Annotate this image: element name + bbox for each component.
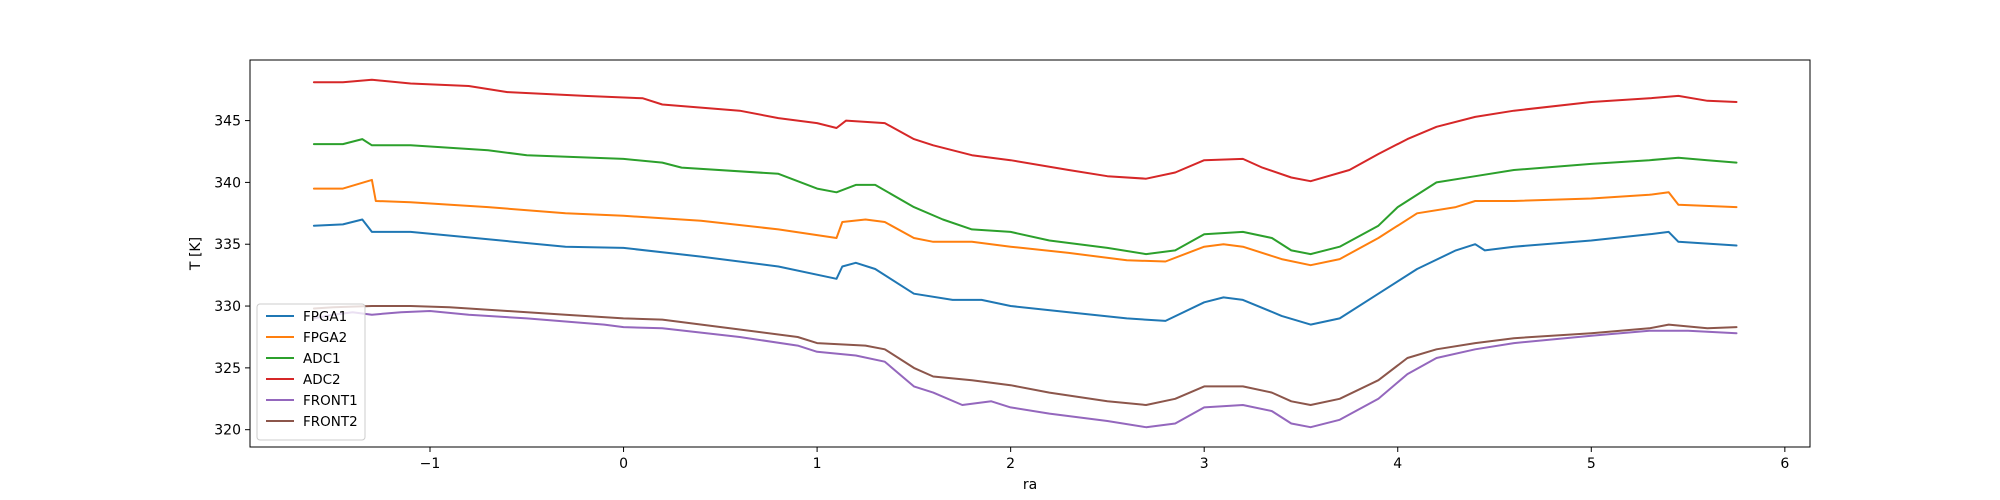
y-axis-label: T [K] <box>188 237 204 271</box>
x-axis: −1 0 1 2 3 4 5 6 <box>420 447 1789 472</box>
legend-label-adc2: ADC2 <box>303 372 341 388</box>
x-tick-label: 2 <box>1006 456 1015 472</box>
series-line-front2 <box>312 305 1738 406</box>
x-tick-label: 5 <box>1587 456 1596 472</box>
y-tick-label: 335 <box>214 237 241 253</box>
series-line-adc1 <box>312 138 1738 256</box>
legend-label-front2: FRONT2 <box>303 414 358 430</box>
series-line-fpga2 <box>312 178 1738 267</box>
y-tick-label: 345 <box>214 114 241 130</box>
x-axis-label: ra <box>1023 477 1037 493</box>
y-axis: 320 325 330 335 340 345 <box>214 114 250 439</box>
x-tick-label: 3 <box>1200 456 1209 472</box>
y-tick-label: 330 <box>214 299 241 315</box>
axes-frame <box>249 59 1811 448</box>
legend-label-fpga2: FPGA2 <box>303 330 347 346</box>
x-tick-label: 4 <box>1393 456 1402 472</box>
y-tick-label: 320 <box>214 423 241 439</box>
y-tick-label: 325 <box>214 361 241 377</box>
x-tick-label: 6 <box>1780 456 1789 472</box>
axes-background <box>250 60 1810 447</box>
x-tick-label: 1 <box>813 456 822 472</box>
legend: FPGA1 FPGA2 ADC1 ADC2 FRONT1 FRONT2 <box>256 303 366 441</box>
series-line-fpga1 <box>312 218 1738 326</box>
legend-label-front1: FRONT1 <box>303 393 358 409</box>
plot-area <box>249 59 1811 448</box>
series-layer <box>312 78 1738 429</box>
legend-label-adc1: ADC1 <box>303 351 341 367</box>
series-line-front1 <box>312 310 1738 429</box>
x-tick-label: −1 <box>420 456 441 472</box>
series-line-adc2 <box>312 78 1738 183</box>
x-tick-label: 0 <box>619 456 628 472</box>
legend-label-fpga1: FPGA1 <box>303 309 347 325</box>
y-tick-label: 340 <box>214 175 241 191</box>
